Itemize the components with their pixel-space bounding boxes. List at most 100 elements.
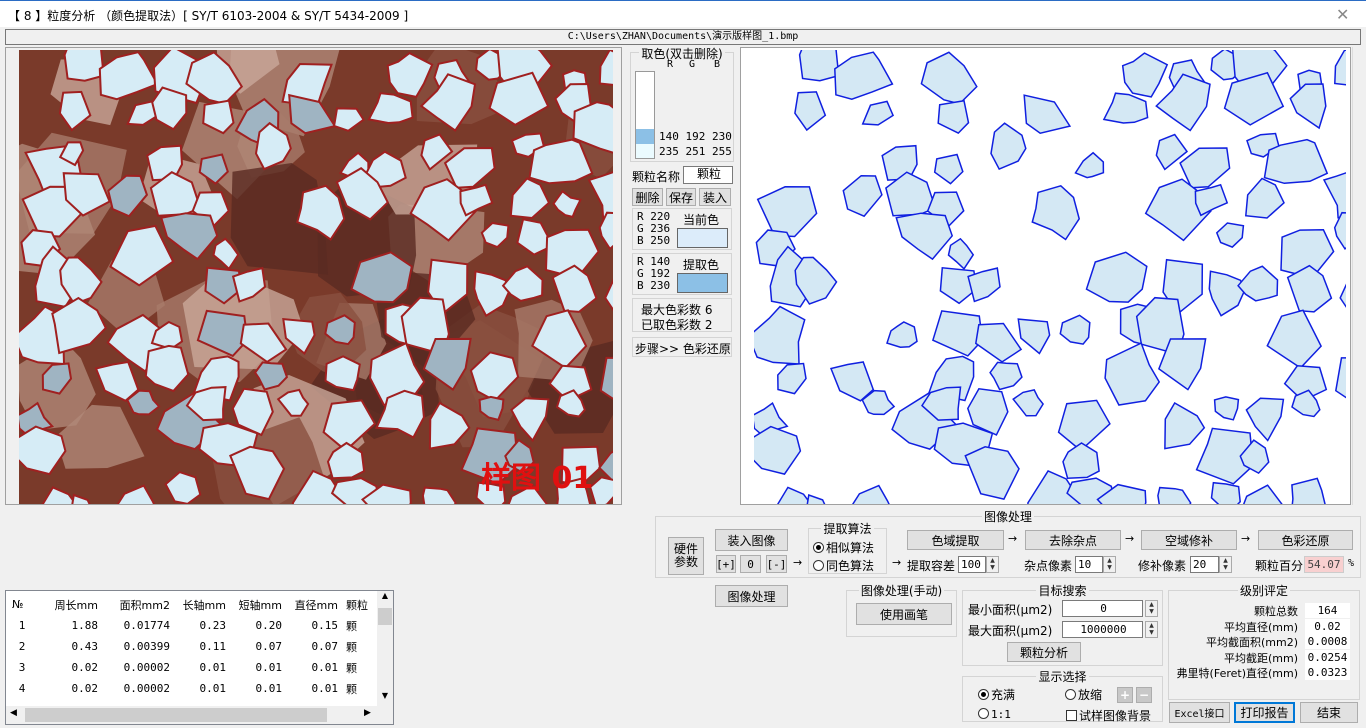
grain-outline <box>1195 427 1254 485</box>
grain <box>231 387 274 437</box>
algo-same-radio[interactable]: 同色算法 <box>813 557 874 574</box>
zoom-out-button[interactable]: [-] <box>766 555 787 573</box>
delete-button[interactable]: 删除 <box>632 188 663 206</box>
scroll-right-icon[interactable]: ▶ <box>364 708 371 718</box>
repair-spinner[interactable]: ▲ ▼ <box>1219 556 1232 573</box>
sample-bg-checkbox[interactable]: 试样图像背景 <box>1066 707 1151 724</box>
grain <box>507 483 549 504</box>
table-cell: 0.07 <box>311 640 339 653</box>
source-micrograph[interactable]: 样图 01 <box>19 50 613 504</box>
exit-button[interactable]: 结束 <box>1300 702 1358 723</box>
excel-button[interactable]: Excel接口 <box>1169 702 1230 723</box>
table-cell: 0.00399 <box>123 640 170 653</box>
grain <box>478 395 505 421</box>
grain <box>212 237 240 271</box>
max-area-input[interactable]: 1000000 <box>1062 621 1143 638</box>
result-scrollbar[interactable] <box>1352 47 1362 505</box>
grain-outline <box>1031 184 1081 241</box>
image-processing-group: 图像处理 <box>655 510 1361 578</box>
display-group: 显示选择 <box>962 670 1163 722</box>
max-area-label: 最大面积(μm2) <box>968 624 1053 638</box>
print-report-button[interactable]: 打印报告 <box>1234 702 1295 723</box>
target-search-title: 目标搜索 <box>1036 584 1089 598</box>
table-cell: 0.01 <box>199 661 227 674</box>
one-to-one-radio[interactable]: 1:1 <box>978 707 1011 721</box>
close-icon[interactable]: ✕ <box>1336 5 1350 24</box>
particle-table[interactable]: № 周长mm 面积mm2 长轴mm 短轴mm 直径mm 颗粒 1 1.88 0.01… <box>5 590 394 725</box>
grain <box>239 322 288 364</box>
max-area-spinner[interactable]: ▲ ▼ <box>1145 621 1158 638</box>
grain-outline <box>1164 401 1206 450</box>
col-diameter[interactable]: 直径mm <box>294 598 338 612</box>
table-cell: 3 <box>18 661 26 674</box>
grain <box>572 101 613 154</box>
noise-spinner[interactable]: ▲ ▼ <box>1103 556 1116 573</box>
grain-outline <box>1239 439 1270 475</box>
grain <box>443 146 496 189</box>
table-row[interactable]: 3 0.02 0.00002 0.01 0.01 0.01 颗 <box>6 657 382 678</box>
scroll-up-icon[interactable]: ▲ <box>381 591 389 600</box>
col-perimeter[interactable]: 周长mm <box>54 598 98 612</box>
current-b: B 250 <box>637 234 671 247</box>
col-name[interactable]: 颗粒 <box>346 598 368 612</box>
zoom-reset-button[interactable]: 0 <box>740 555 761 573</box>
scroll-down-icon[interactable]: ▼ <box>381 691 389 700</box>
tolerance-input[interactable]: 100 <box>958 556 986 573</box>
table-cell: 2 <box>18 640 26 653</box>
table-row[interactable]: 1 1.88 0.01774 0.23 0.20 0.15 颗 <box>6 615 382 636</box>
use-brush-button[interactable]: 使用画笔 <box>856 603 952 625</box>
scale-radio[interactable]: 放缩 <box>1065 686 1102 703</box>
col-no[interactable]: № <box>12 598 24 611</box>
grain <box>58 90 92 132</box>
plus-button[interactable]: + <box>1117 687 1133 703</box>
fill-radio[interactable]: 充满 <box>978 686 1015 703</box>
scroll-left-icon[interactable]: ◀ <box>10 708 17 718</box>
zoom-in-button[interactable]: [+] <box>716 555 736 573</box>
result-particle-outlines[interactable] <box>754 50 1346 504</box>
table-cell: 颗 <box>346 682 357 696</box>
arrow-icon: → <box>1241 532 1251 545</box>
grain <box>504 438 535 475</box>
grain-outline <box>921 386 962 421</box>
scroll-thumb[interactable] <box>378 608 392 625</box>
grain <box>58 141 85 167</box>
repair-input[interactable]: 20 <box>1190 556 1219 573</box>
image-process-button[interactable]: 图像处理 <box>715 585 788 607</box>
load-image-button[interactable]: 装入图像 <box>715 529 788 551</box>
algo-similar-radio[interactable]: 相似算法 <box>813 539 874 556</box>
hardware-params-button[interactable]: 硬件参数 <box>668 537 704 575</box>
color-restore-button[interactable]: 色彩还原 <box>1258 530 1353 550</box>
min-area-spinner[interactable]: ▲ ▼ <box>1145 600 1158 617</box>
col-area[interactable]: 面积mm2 <box>119 598 170 612</box>
table-row[interactable]: 4 0.02 0.00002 0.01 0.01 0.01 颗 <box>6 678 382 699</box>
color-swatch[interactable] <box>636 144 654 158</box>
noise-input[interactable]: 10 <box>1075 556 1103 573</box>
grain <box>144 344 190 393</box>
extract-r: R 140 <box>637 255 671 268</box>
tolerance-spinner[interactable]: ▲ ▼ <box>986 556 999 573</box>
scroll-thumb-h[interactable] <box>25 708 327 722</box>
col-major[interactable]: 长轴mm <box>182 598 226 612</box>
remove-noise-button[interactable]: 去除杂点 <box>1025 530 1121 550</box>
vertical-scrollbar[interactable]: ▲ ▼ <box>377 591 393 706</box>
grain <box>459 183 494 217</box>
grain-outline <box>1266 309 1323 369</box>
grain <box>296 184 346 241</box>
minus-button[interactable]: − <box>1136 687 1152 703</box>
min-area-input[interactable]: 0 <box>1062 600 1143 617</box>
gamut-extract-button[interactable]: 色域提取 <box>907 530 1004 550</box>
color-list[interactable] <box>635 71 655 159</box>
table-cell: 颗 <box>346 640 357 654</box>
grain-outline <box>947 237 975 270</box>
horizontal-scrollbar[interactable]: ◀ ▶ <box>6 706 393 724</box>
save-button[interactable]: 保存 <box>666 188 696 206</box>
grain <box>196 309 249 358</box>
particle-analysis-button[interactable]: 颗粒分析 <box>1007 642 1081 662</box>
table-row[interactable]: 2 0.43 0.00399 0.11 0.07 0.07 颗 <box>6 636 382 657</box>
particle-name-input[interactable]: 颗粒 <box>683 166 733 184</box>
grain-outline <box>1210 481 1241 504</box>
load-button[interactable]: 装入 <box>699 188 731 206</box>
spatial-repair-button[interactable]: 空域修补 <box>1141 530 1237 550</box>
color-swatch[interactable] <box>636 129 654 144</box>
col-minor[interactable]: 短轴mm <box>238 598 282 612</box>
